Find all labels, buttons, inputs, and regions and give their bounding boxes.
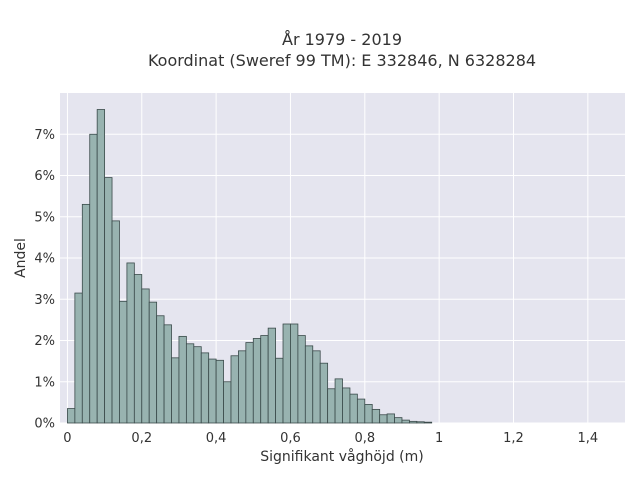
histogram-bar xyxy=(215,359,224,424)
histogram-bar xyxy=(245,342,254,424)
x-tick-label: 0,4 xyxy=(206,431,227,446)
y-tick-label: 1% xyxy=(34,375,55,390)
histogram-bar xyxy=(119,300,128,424)
histogram-bar xyxy=(342,387,351,424)
histogram-bar xyxy=(401,419,410,424)
histogram-bar xyxy=(371,408,381,424)
chart-title-line-2: Koordinat (Sweref 99 TM): E 332846, N 63… xyxy=(148,51,536,70)
histogram-bar xyxy=(89,133,98,424)
histogram-bar xyxy=(423,421,433,424)
histogram-bar xyxy=(223,381,232,424)
x-tick-label: 0 xyxy=(63,431,71,446)
histogram-bar xyxy=(386,413,395,424)
histogram-bar xyxy=(81,203,91,424)
histogram-bar xyxy=(104,177,113,424)
histogram-bar xyxy=(193,346,202,424)
histogram-bar xyxy=(148,301,158,424)
histogram-bar xyxy=(297,335,306,424)
chart-title-line-1: År 1979 - 2019 xyxy=(282,30,402,49)
histogram-bar xyxy=(200,352,210,424)
histogram-bar xyxy=(111,220,120,424)
histogram-bar xyxy=(185,343,195,424)
x-tick-label: 0,2 xyxy=(131,431,152,446)
x-tick-label: 0,8 xyxy=(354,431,375,446)
y-tick-label: 6% xyxy=(34,169,55,184)
histogram-bar xyxy=(171,357,180,424)
histogram-bar xyxy=(163,324,172,424)
histogram-bar xyxy=(409,420,418,424)
x-axis-ticks: 0 0,2 0,4 0,6 0,8 1 1,2 1,4 xyxy=(63,431,598,446)
histogram-bar xyxy=(379,414,388,424)
histogram-bar xyxy=(356,398,366,424)
histogram-bar xyxy=(290,323,299,424)
bars-group xyxy=(67,109,433,424)
histogram-bar xyxy=(67,408,76,424)
histogram-bar xyxy=(141,288,150,424)
y-tick-label: 2% xyxy=(34,334,55,349)
histogram-bar xyxy=(208,358,217,424)
histogram-bar xyxy=(178,335,187,424)
histogram-bar xyxy=(319,362,329,424)
x-tick-label: 1,2 xyxy=(503,431,524,446)
x-tick-label: 0,6 xyxy=(280,431,301,446)
histogram-bar xyxy=(126,262,135,424)
histogram-bar xyxy=(334,378,343,424)
y-axis-ticks: 0% 1% 2% 3% 4% 5% 6% 7% xyxy=(34,128,55,432)
histogram-bar xyxy=(394,417,403,424)
y-tick-label: 4% xyxy=(34,252,55,267)
y-axis-label: Andel xyxy=(13,238,29,278)
histogram-bar xyxy=(238,350,247,424)
histogram-bar xyxy=(364,404,373,424)
histogram-bar xyxy=(349,393,358,424)
y-tick-label: 0% xyxy=(34,417,55,432)
histogram-bar xyxy=(74,292,83,424)
histogram-bar xyxy=(230,355,239,424)
histogram-bar xyxy=(304,345,314,424)
histogram-bar xyxy=(133,274,143,424)
histogram-bar xyxy=(282,323,291,424)
histogram-bar xyxy=(275,357,284,424)
histogram-bar xyxy=(252,338,262,424)
x-axis-label: Signifikant våghöjd (m) xyxy=(260,448,423,465)
y-tick-label: 3% xyxy=(34,293,55,308)
histogram-bar xyxy=(267,327,276,424)
histogram-bar xyxy=(327,388,336,424)
histogram-bar xyxy=(260,335,269,424)
histogram-bar xyxy=(312,350,321,424)
histogram-bar xyxy=(156,315,165,424)
y-tick-label: 7% xyxy=(34,128,55,143)
histogram-bar xyxy=(96,109,106,424)
x-tick-label: 1 xyxy=(435,431,443,446)
y-tick-label: 5% xyxy=(34,210,55,225)
x-tick-label: 1,4 xyxy=(577,431,598,446)
histogram-bar xyxy=(416,421,425,424)
